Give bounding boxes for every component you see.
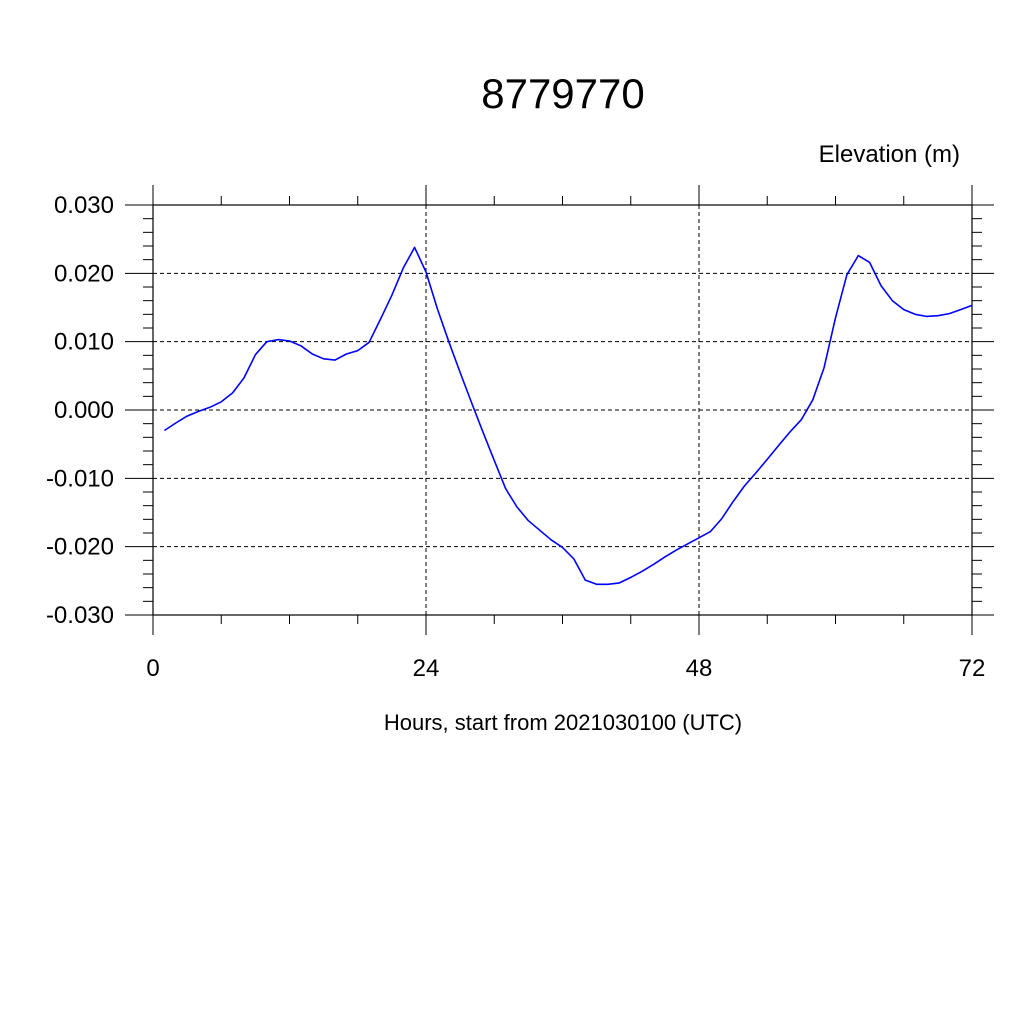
y-tick-label: 0.020: [54, 260, 114, 287]
y-tick-label: -0.020: [46, 534, 114, 561]
minor-ticks: [143, 196, 982, 624]
chart-title: 8779770: [481, 70, 645, 117]
y-tick-label: 0.000: [54, 397, 114, 424]
y-axis-label: Elevation (m): [819, 141, 960, 168]
y-tick-label: -0.010: [46, 465, 114, 492]
y-tick-labels: -0.030 -0.020 -0.010 0.000 0.010 0.020 0.030: [46, 192, 114, 629]
plot-frame: [152, 204, 973, 616]
x-tick-label: 72: [959, 655, 986, 682]
x-tick-label: 24: [413, 655, 440, 682]
x-tick-labels: 0 24 48 72: [146, 655, 985, 682]
x-tick-label: 0: [146, 655, 159, 682]
major-ticks: [125, 185, 994, 635]
x-axis-label: Hours, start from 2021030100 (UTC): [384, 710, 742, 735]
y-tick-label: -0.030: [46, 602, 114, 629]
y-tick-label: 0.010: [54, 329, 114, 356]
x-tick-label: 48: [686, 655, 713, 682]
elevation-series-line: [163, 246, 973, 586]
y-tick-label: 0.030: [54, 192, 114, 219]
